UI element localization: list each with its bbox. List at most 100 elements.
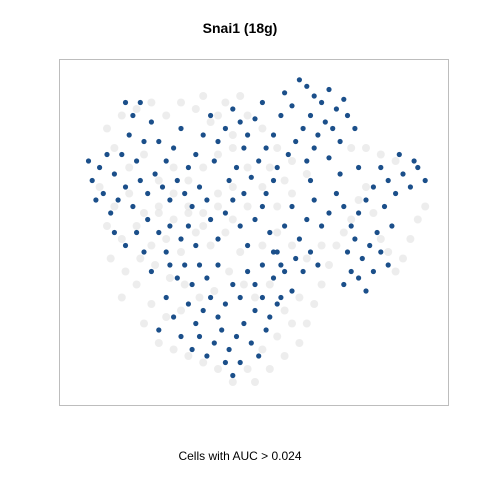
highlighted-point [356, 275, 362, 281]
highlighted-point [278, 262, 284, 268]
highlighted-point [267, 314, 273, 320]
background-point [177, 98, 185, 107]
background-point [125, 163, 134, 172]
highlighted-point [263, 145, 269, 151]
background-point [184, 209, 193, 217]
highlighted-point [315, 262, 321, 268]
highlighted-point [130, 203, 136, 210]
background-point [214, 202, 222, 211]
highlighted-point [248, 174, 254, 180]
highlighted-point [330, 125, 336, 132]
highlighted-point [208, 294, 214, 301]
highlighted-point [204, 353, 210, 359]
highlighted-point [241, 320, 247, 327]
highlighted-point [182, 190, 188, 197]
background-point [95, 183, 104, 191]
highlighted-point [145, 216, 151, 223]
background-point [228, 131, 237, 139]
highlighted-point [226, 177, 232, 184]
highlighted-point [152, 171, 158, 177]
highlighted-point [315, 132, 321, 138]
highlighted-point [311, 93, 317, 99]
highlighted-point [352, 236, 358, 242]
highlighted-point [256, 353, 262, 359]
background-point [399, 254, 407, 263]
highlighted-point [252, 307, 258, 314]
background-point [206, 118, 215, 126]
highlighted-point [156, 229, 162, 236]
background-point [162, 235, 171, 243]
highlighted-point [148, 268, 154, 275]
background-point [103, 222, 111, 230]
highlighted-point [252, 216, 258, 223]
highlighted-point [145, 190, 151, 197]
highlighted-point [385, 177, 391, 184]
highlighted-point [296, 236, 302, 242]
background-point [184, 202, 193, 211]
highlighted-point [171, 145, 177, 151]
highlighted-point [211, 158, 217, 164]
highlighted-point [222, 125, 228, 132]
background-point [221, 98, 230, 107]
highlighted-point [185, 301, 191, 307]
highlighted-point [274, 164, 280, 171]
background-point [265, 365, 274, 373]
highlighted-point [200, 132, 206, 138]
highlighted-point [122, 184, 129, 190]
background-point [132, 105, 141, 113]
background-point [302, 319, 311, 328]
highlighted-point [267, 229, 273, 236]
background-point [317, 280, 326, 289]
highlighted-point [134, 229, 140, 236]
background-point [110, 202, 119, 211]
highlighted-point [222, 359, 228, 366]
highlighted-point [156, 327, 162, 333]
background-point [239, 280, 248, 289]
highlighted-point [108, 210, 114, 216]
highlighted-point [337, 171, 343, 177]
highlighted-point [259, 262, 265, 268]
highlighted-point [304, 158, 310, 164]
highlighted-point [156, 138, 162, 145]
highlighted-point [341, 281, 347, 288]
highlighted-point [422, 177, 428, 184]
highlighted-point [208, 112, 214, 119]
highlighted-point [256, 158, 262, 164]
highlighted-point [93, 197, 99, 203]
highlighted-point [100, 190, 106, 197]
highlighted-point [237, 119, 243, 125]
background-point [317, 241, 326, 250]
highlighted-point [189, 281, 195, 288]
highlighted-point [337, 138, 343, 145]
highlighted-point [278, 294, 284, 301]
highlighted-point [326, 86, 332, 93]
background-point [154, 209, 163, 217]
background-point [273, 228, 282, 237]
highlighted-point [400, 171, 406, 177]
highlighted-point [270, 132, 277, 138]
highlighted-point [137, 99, 143, 106]
highlighted-point [300, 125, 306, 132]
highlighted-point [307, 249, 314, 255]
highlighted-point [230, 106, 236, 112]
highlighted-point [311, 197, 317, 203]
highlighted-point [263, 327, 269, 333]
background-point [258, 124, 267, 133]
background-point [339, 228, 348, 237]
background-point [243, 163, 252, 172]
background-point [117, 111, 126, 120]
background-point [136, 254, 145, 263]
background-point [280, 306, 289, 315]
highlighted-point [178, 125, 184, 132]
background-point [199, 92, 208, 100]
highlighted-point [111, 229, 117, 236]
highlighted-point [322, 119, 328, 125]
background-point [280, 352, 289, 360]
background-point [177, 306, 185, 315]
highlighted-point [167, 197, 173, 203]
background-point [199, 209, 208, 217]
background-point [214, 189, 222, 198]
highlighted-point [359, 255, 365, 262]
highlighted-point [385, 262, 391, 268]
highlighted-point [230, 281, 236, 288]
